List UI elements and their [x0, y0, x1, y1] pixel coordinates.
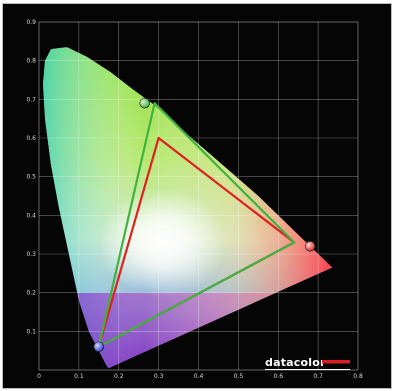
- brand-underline: [265, 369, 350, 370]
- datacolor-logo: datacolor: [265, 356, 350, 370]
- y-tick-label: 0.1: [26, 328, 36, 335]
- grid-lines: [38, 21, 359, 371]
- y-tick-label: 0.3: [26, 251, 36, 258]
- y-tick-label: 0.5: [26, 174, 36, 181]
- y-tick-label: 0.4: [26, 212, 36, 219]
- chart-frame: 0 0.1 0.2 0.3 0.4 0.5 0.6 0.7 0.8 0.1 0.2 0.3 0.4 0.5…: [2, 3, 392, 389]
- cie-chromaticity-chart: 0 0.1 0.2 0.3 0.4 0.5 0.6 0.7 0.8 0.1 0.2 0.3 0.4 0.5…: [26, 19, 362, 380]
- red-primary-marker: [304, 241, 316, 252]
- y-tick-label: 0.6: [26, 135, 36, 142]
- x-tick-label: 0.1: [74, 373, 84, 380]
- y-tick-label: 0.7: [26, 96, 36, 103]
- blue-primary-shine: [94, 342, 104, 352]
- x-tick-label: 0: [37, 373, 41, 380]
- x-tick-label: 0.3: [154, 373, 164, 380]
- y-tick-label: 0.9: [26, 19, 36, 26]
- green-primary-marker: [139, 97, 150, 109]
- x-tick-label: 0.7: [313, 373, 323, 380]
- y-tick-label: 0.8: [26, 58, 36, 65]
- y-tick-label: 0.2: [26, 290, 36, 297]
- x-tick-label: 0.5: [234, 373, 244, 380]
- x-tick-label: 0.4: [194, 373, 204, 380]
- brand-accent-bar: [322, 360, 350, 364]
- green-primary-shine: [139, 98, 150, 108]
- x-tick-label: 0.2: [114, 373, 124, 380]
- red-primary-shine: [305, 241, 315, 252]
- axis-ticks: 0 0.1 0.2 0.3 0.4 0.5 0.6 0.7 0.8 0.1 0.2 0.3 0.4 0.5…: [26, 19, 362, 380]
- x-tick-label: 0.8: [353, 373, 363, 380]
- brand-text: datacolor: [265, 356, 326, 369]
- blue-primary-marker: [93, 341, 105, 353]
- x-tick-label: 0.6: [273, 373, 283, 380]
- gamut-triangle-2: [97, 102, 296, 348]
- plot-border: [38, 21, 359, 371]
- spectral-locus-fill: [43, 47, 333, 369]
- gamut-triangles: [97, 102, 296, 348]
- primary-markers: [93, 97, 316, 353]
